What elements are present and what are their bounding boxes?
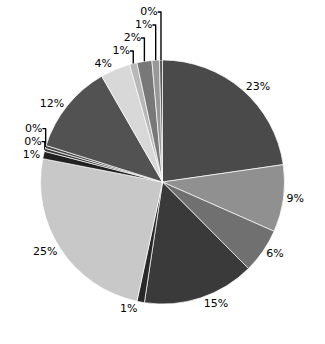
svg-text:1%: 1% — [120, 302, 137, 315]
svg-text:25%: 25% — [33, 245, 57, 258]
svg-text:0%: 0% — [25, 122, 42, 135]
svg-text:1%: 1% — [135, 18, 152, 31]
svg-text:1%: 1% — [113, 44, 130, 57]
svg-text:2%: 2% — [124, 31, 141, 44]
svg-text:1%: 1% — [23, 148, 40, 161]
svg-text:23%: 23% — [246, 80, 270, 93]
svg-text:9%: 9% — [287, 192, 304, 205]
svg-text:0%: 0% — [24, 135, 41, 148]
svg-text:12%: 12% — [40, 97, 64, 110]
svg-text:15%: 15% — [204, 297, 228, 310]
svg-text:0%: 0% — [140, 5, 157, 18]
svg-text:6%: 6% — [266, 247, 283, 260]
svg-text:4%: 4% — [95, 57, 112, 70]
